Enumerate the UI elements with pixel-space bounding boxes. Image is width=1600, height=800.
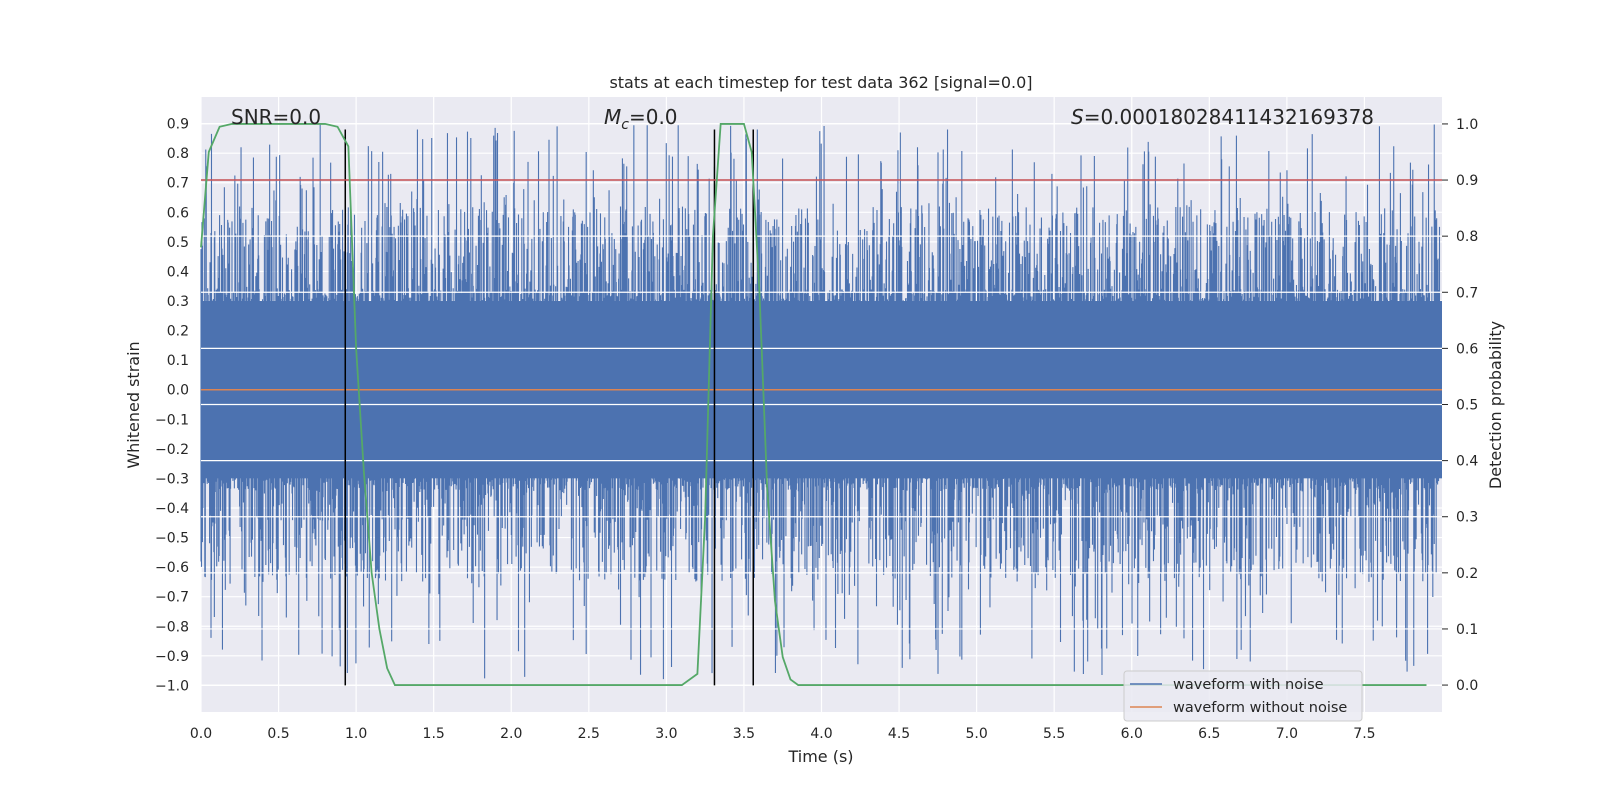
- x-tick-label: 0.5: [267, 726, 289, 742]
- chirp-mass-subscript: c: [621, 117, 629, 133]
- y2-tick-label: 0.8: [1456, 229, 1478, 245]
- x-axis-ticks: 0.0 0.5 1.0 1.5 2.0 2.5 3.0 3.5 4.0 4.5 5.0 5.5 6.0 6…: [190, 726, 1376, 742]
- y2-tick-label: 0.9: [1456, 173, 1478, 189]
- y-tick-label: −0.6: [155, 560, 189, 576]
- chirp-mass-value: =0.0: [629, 105, 678, 129]
- legend: waveform with noise waveform without noi…: [1123, 670, 1363, 722]
- x-tick-label: 3.5: [733, 726, 755, 742]
- y-tick-label: −0.2: [155, 442, 189, 458]
- series-detection-probability: [200, 123, 1427, 686]
- y2-tick-label: 0.1: [1456, 622, 1478, 638]
- x-tick-label: 4.0: [810, 726, 832, 742]
- y-tick-label: 0.6: [167, 205, 189, 221]
- x-tick-label: 0.0: [190, 726, 212, 742]
- y-tick-label: −0.8: [155, 619, 189, 635]
- y-tick-label: −0.5: [155, 531, 189, 547]
- chirp-mass-symbol: M: [604, 105, 621, 129]
- x-tick-label: 5.0: [965, 726, 987, 742]
- y-tick-label: 0.2: [167, 324, 189, 340]
- y2-tick-label: 0.4: [1456, 454, 1478, 470]
- y2-tick-label: 1.0: [1456, 117, 1478, 133]
- y2-tick-label: 0.2: [1456, 566, 1478, 582]
- x-axis-label: Time (s): [787, 747, 853, 766]
- y2-tick-label: 0.6: [1456, 341, 1478, 357]
- chirp-mass-annotation: Mc=0.0: [604, 105, 678, 133]
- y-tick-label: 0.7: [167, 176, 189, 192]
- legend-label-without-noise: waveform without noise: [1173, 700, 1347, 716]
- y-tick-label: 0.3: [167, 294, 189, 310]
- score-annotation: S=0.00018028411432169378: [1071, 105, 1374, 129]
- x-tick-label: 1.5: [423, 726, 445, 742]
- y2-axis-label: Detection probability: [1486, 321, 1505, 489]
- y-tick-label: −0.1: [155, 412, 189, 428]
- y2-axis-ticks: 1.0 0.9 0.8 0.7 0.6 0.5 0.4 0.3 0.2 0.1 0.0: [1442, 117, 1478, 694]
- y-tick-label: 0.1: [167, 353, 189, 369]
- x-tick-label: 2.5: [578, 726, 600, 742]
- x-tick-label: 6.5: [1198, 726, 1220, 742]
- x-tick-label: 4.5: [888, 726, 910, 742]
- y-tick-label: 0.4: [167, 264, 189, 280]
- x-tick-label: 2.0: [500, 726, 522, 742]
- chart-title: stats at each timestep for test data 362…: [609, 73, 1032, 92]
- y-tick-label: 0.0: [167, 383, 189, 399]
- y-tick-label: 0.5: [167, 235, 189, 251]
- y2-tick-label: 0.7: [1456, 285, 1478, 301]
- score-symbol: S: [1071, 105, 1084, 129]
- y2-tick-label: 0.3: [1456, 510, 1478, 526]
- legend-box: [1123, 670, 1363, 722]
- legend-label-with-noise: waveform with noise: [1173, 677, 1324, 693]
- y2-tick-label: 0.5: [1456, 398, 1478, 414]
- y-tick-label: 0.8: [167, 146, 189, 162]
- x-tick-label: 7.5: [1353, 726, 1375, 742]
- score-value: =0.00018028411432169378: [1084, 105, 1374, 129]
- y-tick-label: −1.0: [155, 678, 189, 694]
- y-tick-label: −0.4: [155, 501, 189, 517]
- y-tick-label: −0.9: [155, 649, 189, 665]
- y-axis-ticks: 0.9 0.8 0.7 0.6 0.5 0.4 0.3 0.2 0.1 0.0 −0.1 −0.2 −0…: [155, 117, 189, 695]
- y-axis-label: Whitened strain: [124, 341, 143, 468]
- y-tick-label: 0.9: [167, 117, 189, 133]
- y-tick-label: −0.3: [155, 471, 189, 487]
- detection-probability-line: [200, 123, 1427, 686]
- snr-annotation: SNR=0.0: [231, 105, 321, 129]
- y-tick-label: −0.7: [155, 590, 189, 606]
- x-tick-label: 1.0: [345, 726, 367, 742]
- x-tick-label: 3.0: [655, 726, 677, 742]
- y2-tick-label: 0.0: [1456, 678, 1478, 694]
- x-tick-label: 6.0: [1121, 726, 1143, 742]
- x-tick-label: 5.5: [1043, 726, 1065, 742]
- x-tick-label: 7.0: [1276, 726, 1298, 742]
